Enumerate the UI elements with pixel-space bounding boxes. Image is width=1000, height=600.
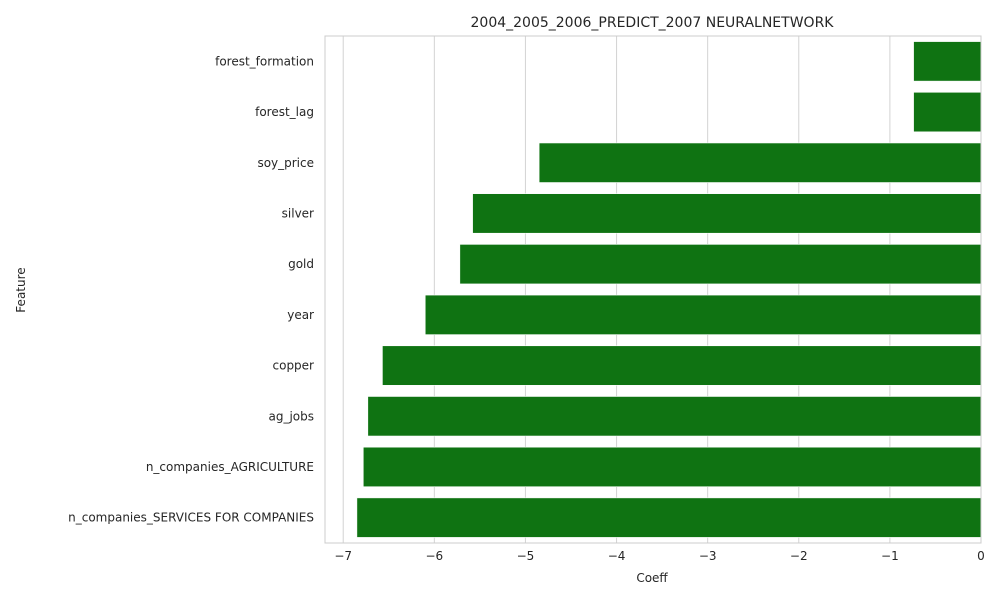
bar-forest-formation — [913, 41, 982, 82]
plot-frame — [324, 35, 982, 544]
y-tick-label: silver — [282, 206, 314, 220]
bar-copper — [382, 345, 982, 386]
x-tick-labels: −7 −6 −5 −4 −3 −2 −1 0 — [334, 549, 984, 563]
chart-title: 2004_2005_2006_PREDICT_2007 NEURALNETWOR… — [471, 15, 835, 31]
y-tick-labels: forest_formation forest_lag soy_pricesilve… — [68, 54, 314, 524]
bar-silver — [472, 193, 982, 234]
x-tick-label: −3 — [699, 549, 717, 563]
y-tick-label: forest_formation — [215, 54, 314, 68]
y-tick-label: n_companies_AGRICULTURE — [146, 460, 314, 474]
x-tick-label: −4 — [608, 549, 626, 563]
x-tick-label: −1 — [881, 549, 899, 563]
bar-ag-jobs — [367, 396, 982, 437]
bar-n-companies-services-for-companies — [356, 497, 982, 538]
y-tick-label: n_companies_SERVICES FOR COMPANIES — [68, 511, 314, 525]
x-tick-label: −2 — [790, 549, 808, 563]
x-tick-label: −5 — [517, 549, 535, 563]
bar-forest-lag — [913, 91, 982, 133]
y-tick-label: forest_lag — [255, 105, 314, 119]
bar-gold — [459, 244, 982, 285]
x-tick-label: 0 — [977, 549, 985, 563]
bars-layer — [356, 41, 982, 538]
y-tick-label: gold — [288, 257, 314, 271]
bar-n-companies-agriculture — [362, 446, 982, 488]
y-tick-label: ag_jobs — [268, 409, 314, 423]
y-axis-title: Feature — [14, 267, 28, 312]
x-tick-label: −6 — [425, 549, 443, 563]
bar-year — [424, 294, 982, 335]
y-tick-label: year — [287, 308, 314, 322]
x-axis-title: Coeff — [636, 571, 668, 585]
bar-soy-price — [538, 142, 982, 183]
y-tick-label: soy_price — [257, 156, 314, 170]
y-tick-label: copper — [273, 359, 315, 373]
x-tick-label: −7 — [334, 549, 352, 563]
grid-layer — [342, 36, 982, 543]
